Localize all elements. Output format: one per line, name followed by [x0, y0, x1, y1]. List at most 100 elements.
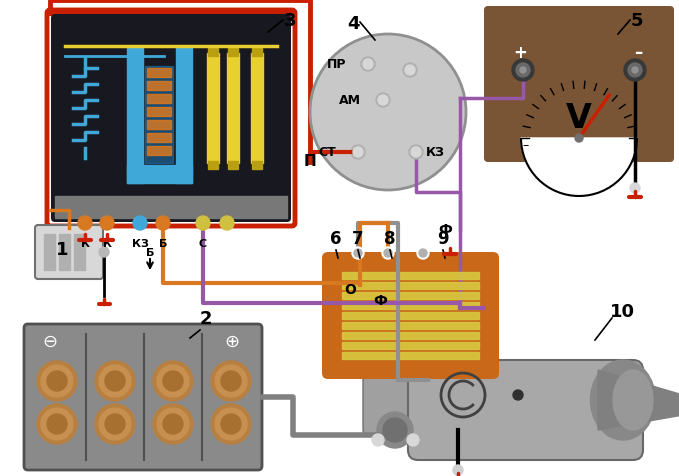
Bar	[342, 332, 479, 339]
Circle shape	[512, 59, 534, 81]
Circle shape	[215, 408, 247, 440]
Circle shape	[363, 59, 373, 69]
Circle shape	[377, 412, 413, 448]
Text: Б: Б	[146, 248, 154, 258]
Text: 4: 4	[347, 15, 359, 33]
Text: СТ: СТ	[318, 146, 336, 159]
Text: 9: 9	[437, 230, 449, 248]
Circle shape	[407, 434, 419, 446]
Text: 7: 7	[352, 230, 364, 248]
Ellipse shape	[591, 360, 655, 440]
Circle shape	[99, 408, 131, 440]
Circle shape	[352, 247, 364, 259]
Circle shape	[575, 134, 583, 142]
Circle shape	[105, 371, 125, 391]
Text: АМ: АМ	[339, 93, 361, 107]
Text: К: К	[103, 239, 111, 249]
Bar	[74, 234, 85, 270]
Text: –: –	[634, 44, 642, 62]
Bar	[342, 292, 479, 299]
Text: 8: 8	[384, 230, 396, 248]
Text: 2: 2	[200, 310, 213, 328]
Circle shape	[403, 63, 417, 77]
Circle shape	[520, 67, 526, 73]
Text: 5: 5	[631, 12, 643, 30]
Circle shape	[411, 147, 421, 157]
Circle shape	[383, 418, 407, 442]
Circle shape	[384, 249, 392, 257]
Bar	[147, 107, 171, 116]
Circle shape	[372, 434, 384, 446]
Circle shape	[100, 216, 114, 230]
Text: 6: 6	[330, 230, 342, 248]
Bar	[208, 161, 218, 169]
Bar	[147, 94, 171, 103]
Circle shape	[211, 404, 251, 444]
Text: К: К	[81, 239, 90, 249]
Text: Ф: Ф	[373, 294, 387, 308]
Bar	[145, 66, 173, 163]
Circle shape	[99, 247, 109, 257]
Circle shape	[133, 216, 147, 230]
Bar	[59, 234, 70, 270]
Circle shape	[409, 145, 423, 159]
Circle shape	[211, 361, 251, 401]
Text: V: V	[566, 101, 592, 135]
Circle shape	[37, 361, 77, 401]
Circle shape	[376, 93, 390, 107]
Circle shape	[157, 408, 189, 440]
Text: –: –	[523, 139, 529, 152]
Circle shape	[220, 216, 234, 230]
Text: ⊖: ⊖	[42, 333, 58, 351]
Circle shape	[632, 67, 638, 73]
Bar	[147, 81, 171, 90]
Circle shape	[41, 365, 73, 397]
Circle shape	[628, 63, 642, 77]
Bar	[342, 322, 479, 329]
Text: О: О	[344, 283, 356, 297]
FancyBboxPatch shape	[322, 252, 499, 379]
Circle shape	[417, 247, 429, 259]
Circle shape	[163, 414, 183, 434]
Bar	[127, 165, 192, 183]
FancyBboxPatch shape	[408, 360, 643, 460]
Circle shape	[382, 247, 394, 259]
Circle shape	[513, 390, 523, 400]
Text: +: +	[513, 44, 527, 62]
Circle shape	[310, 34, 466, 190]
Bar	[147, 120, 171, 129]
Bar	[342, 312, 479, 319]
Bar	[342, 302, 479, 309]
Bar	[208, 48, 218, 56]
Circle shape	[624, 59, 646, 81]
Circle shape	[153, 404, 193, 444]
Bar	[228, 161, 238, 169]
Bar	[342, 272, 479, 279]
Bar	[251, 53, 263, 163]
Text: КЗ: КЗ	[426, 146, 445, 159]
Circle shape	[419, 249, 427, 257]
FancyBboxPatch shape	[484, 6, 674, 162]
Bar	[176, 48, 192, 183]
Bar	[147, 133, 171, 142]
Circle shape	[221, 414, 241, 434]
Polygon shape	[598, 370, 679, 430]
Bar	[228, 48, 238, 56]
Circle shape	[215, 365, 247, 397]
Text: 10: 10	[610, 303, 634, 321]
FancyBboxPatch shape	[363, 353, 428, 435]
Circle shape	[354, 249, 362, 257]
Text: КЗ: КЗ	[132, 239, 149, 249]
Bar	[44, 234, 55, 270]
Circle shape	[156, 216, 170, 230]
Bar	[207, 53, 219, 163]
Circle shape	[99, 365, 131, 397]
Bar	[342, 352, 479, 359]
Circle shape	[378, 95, 388, 105]
Text: 1: 1	[56, 241, 69, 259]
Circle shape	[157, 365, 189, 397]
FancyBboxPatch shape	[51, 14, 291, 222]
Circle shape	[95, 361, 135, 401]
Circle shape	[47, 371, 67, 391]
Circle shape	[153, 361, 193, 401]
